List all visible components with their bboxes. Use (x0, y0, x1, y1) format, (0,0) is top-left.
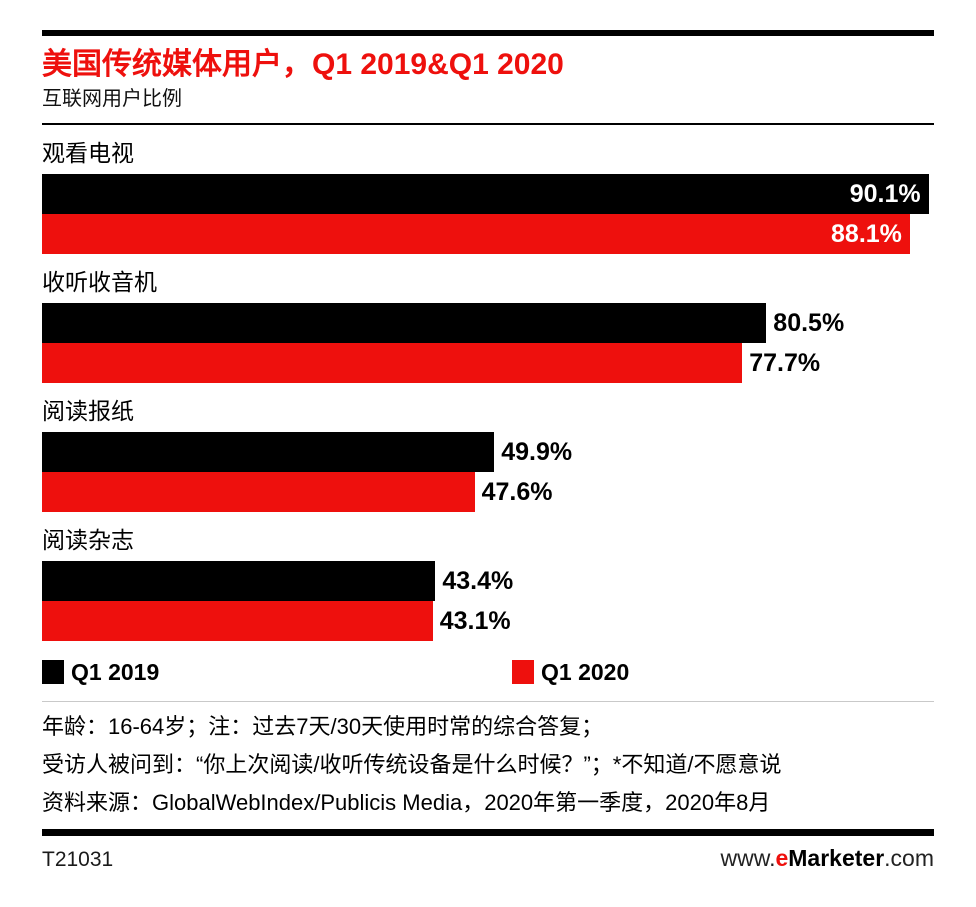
logo-e: e (775, 845, 789, 871)
emarketer-logo: www.eMarketer.com (721, 845, 934, 872)
bottom-rule (42, 829, 934, 836)
logo-com: .com (884, 845, 934, 871)
top-rule (42, 30, 934, 36)
bar-q1-2020: 77.7% (42, 343, 820, 383)
category-label: 阅读杂志 (42, 527, 134, 553)
chart-subtitle: 互联网用户比例 (42, 88, 182, 110)
footnotes: 年龄：16-64岁；注：过去7天/30天使用时常的综合答复； 受访人被问到：“你… (42, 708, 934, 822)
bar-q1-2020: 43.1% (42, 601, 511, 641)
legend-item-q1-2019: Q1 2019 (42, 658, 159, 686)
chart-row: 观看电视 90.1% 88.1% (42, 140, 934, 254)
legend-label-q1-2020: Q1 2020 (541, 659, 630, 685)
chart-title: 美国传统媒体用户，Q1 2019&Q1 2020 (42, 48, 564, 81)
chart-row: 阅读报纸 49.9% 47.6% (42, 398, 934, 512)
bar-q1-2019: 43.4% (42, 561, 513, 601)
bar-value-label: 90.1% (849, 180, 921, 208)
footnote-divider (42, 701, 934, 702)
category-label: 观看电视 (42, 140, 134, 166)
legend-swatch-q1-2020 (512, 660, 534, 684)
bar-value-label: 49.9% (501, 438, 573, 466)
category-label: 阅读报纸 (42, 398, 134, 424)
logo-www: www. (720, 845, 776, 871)
logo-marketer: Marketer (788, 845, 885, 871)
bar-q1-2019: 90.1% (42, 174, 929, 214)
bar-q1-2020: 47.6% (42, 472, 553, 512)
bar-value-label: 88.1% (831, 220, 902, 248)
chart-id: T21031 (42, 848, 114, 871)
subtitle-rule (42, 123, 934, 125)
bar-q1-2019: 80.5% (42, 303, 844, 343)
legend: Q1 2019 Q1 2020 (42, 658, 934, 686)
bar-q1-2019: 49.9% (42, 432, 572, 472)
chart-row: 收听收音机 80.5% 77.7% (42, 269, 934, 383)
footnote-line-3: 资料来源：GlobalWebIndex/Publicis Media，2020年… (42, 790, 771, 815)
bar-value-label: 43.4% (442, 567, 514, 595)
bar-value-label: 47.6% (481, 478, 553, 506)
footnote-line-1: 年龄：16-64岁；注：过去7天/30天使用时常的综合答复； (42, 714, 604, 739)
bar-chart: 观看电视 90.1% 88.1% 收听收音机 80.5% 77.7% 阅读报纸 49.9% 47… (42, 140, 934, 641)
footnote-line-2: 受访人被问到：“你上次阅读/收听传统设备是什么时候？”；*不知道/不愿意说 (42, 752, 782, 777)
category-label: 收听收音机 (42, 269, 157, 295)
legend-item-q1-2020: Q1 2020 (512, 658, 629, 686)
bar-q1-2020: 88.1% (42, 214, 910, 254)
emarketer-chart-card: 美国传统媒体用户，Q1 2019&Q1 2020 互联网用户比例 观看电视 90.… (0, 30, 976, 872)
footer: T21031 www.eMarketer.com (42, 845, 934, 872)
bar-value-label: 80.5% (773, 309, 845, 337)
bar-value-label: 43.1% (439, 607, 511, 635)
legend-swatch-q1-2019 (42, 660, 64, 684)
bar-value-label: 77.7% (749, 349, 821, 377)
chart-row: 阅读杂志 43.4% 43.1% (42, 527, 934, 641)
legend-label-q1-2019: Q1 2019 (71, 659, 160, 685)
